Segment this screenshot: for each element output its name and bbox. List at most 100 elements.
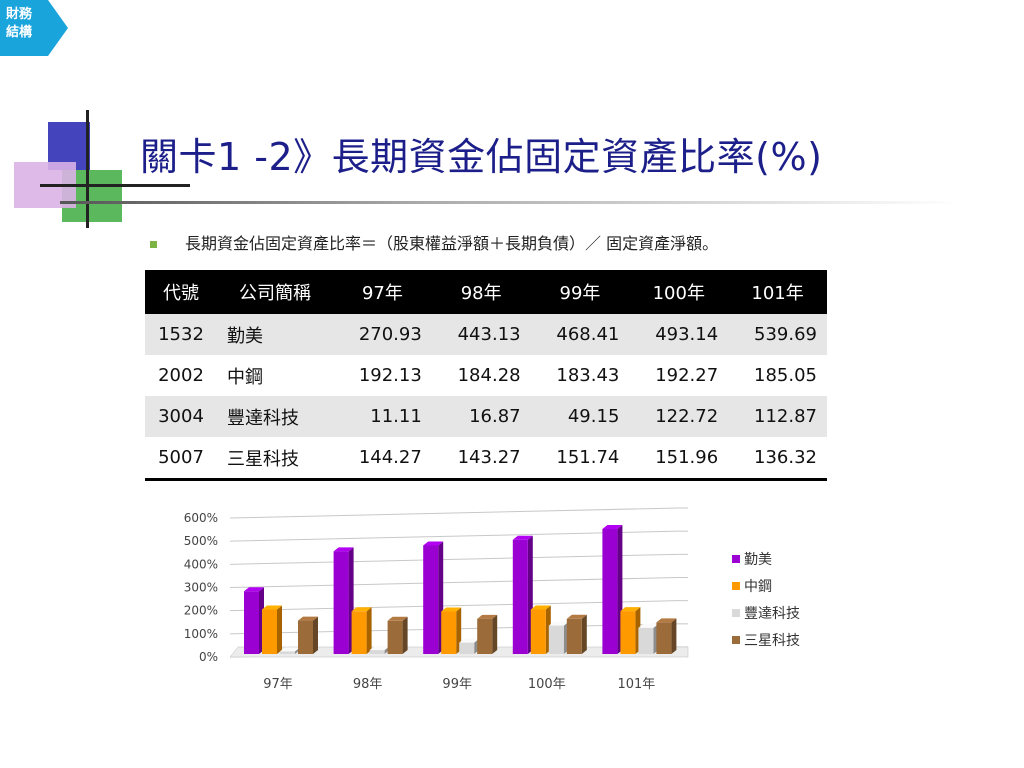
section-tab-line2: 結構 [6, 25, 33, 40]
bar [387, 620, 403, 654]
bar [351, 611, 367, 654]
y-tick-label: 400% [184, 557, 218, 571]
cell-code: 2002 [145, 355, 217, 396]
bar-side [313, 616, 318, 654]
bar [262, 609, 277, 654]
legend-label: 三星科技 [744, 633, 800, 649]
x-tick-label: 100年 [528, 677, 566, 692]
cell-value: 185.05 [728, 355, 827, 396]
x-tick-label: 99年 [442, 677, 472, 692]
bar-chart: 600% 500% 400% 300% 200% 100% 0% 97年 98年 99年 100年 1… [184, 507, 800, 692]
table-row: 5007 三星科技 144.27 143.27 151.74 151.96 13… [145, 437, 827, 480]
y-tick-label: 100% [184, 627, 218, 641]
bar-top [459, 638, 480, 643]
cell-code: 3004 [145, 396, 217, 437]
table-row: 2002 中鋼 192.13 184.28 183.43 192.27 185.… [145, 355, 827, 396]
bar [638, 627, 654, 654]
bar [566, 618, 582, 654]
header-code: 代號 [145, 270, 217, 314]
bar-top [512, 535, 533, 540]
bar [602, 528, 618, 654]
bar [369, 650, 385, 654]
tab-arrow-shape [0, 0, 68, 56]
bar-top [602, 524, 623, 529]
header-101: 101年 [728, 270, 827, 314]
cell-company: 勤美 [217, 314, 333, 355]
cell-value: 144.27 [333, 437, 432, 480]
header-company: 公司簡稱 [217, 270, 333, 314]
legend-swatch [732, 609, 740, 617]
section-tab-label: 財務 結構 [6, 6, 46, 42]
bar-top [351, 607, 372, 612]
bar-top [656, 618, 677, 623]
bar-top [423, 541, 444, 546]
bar-side [671, 618, 677, 654]
cell-value: 443.13 [431, 314, 531, 355]
bar [620, 611, 636, 654]
bar-top [477, 614, 498, 619]
y-tick-label: 600% [184, 511, 218, 525]
cell-value: 112.87 [728, 396, 827, 437]
cell-value: 16.87 [431, 396, 531, 437]
bar [530, 609, 546, 654]
cell-value: 143.27 [431, 437, 531, 480]
cell-code: 1532 [145, 314, 217, 355]
legend-swatch [732, 555, 740, 563]
header-97: 97年 [333, 270, 432, 314]
bar-top [638, 623, 659, 628]
cell-value: 493.14 [629, 314, 729, 355]
bar-top [620, 607, 641, 612]
bar-top [387, 616, 408, 621]
x-tick-label: 98年 [353, 677, 383, 692]
bar-top [244, 587, 264, 592]
bar-top [548, 621, 569, 626]
legend-label: 勤美 [744, 552, 772, 568]
bar-top [369, 646, 390, 651]
header-100: 100年 [629, 270, 729, 314]
legend-swatch [732, 636, 740, 644]
bar-side [492, 614, 498, 654]
bar-top [566, 614, 587, 619]
table-row: 1532 勤美 270.93 443.13 468.41 493.14 539.… [145, 314, 827, 355]
formula-text: 長期資金佔固定資產比率＝（股東權益淨額＋長期負債）／ 固定資產淨額。 [185, 234, 719, 253]
legend-swatch [732, 582, 740, 590]
section-tab[interactable]: 財務 結構 [0, 0, 68, 56]
cell-value: 192.27 [629, 355, 729, 396]
cell-company: 三星科技 [217, 437, 333, 480]
bar-top [530, 605, 551, 610]
gridline-slant [229, 507, 679, 519]
title-decoration [14, 110, 190, 228]
title-underline [60, 201, 960, 204]
bar-top [298, 616, 318, 621]
cell-value: 122.72 [629, 396, 729, 437]
cell-value: 151.96 [629, 437, 729, 480]
cell-value: 136.32 [728, 437, 827, 480]
bar [423, 545, 439, 654]
bar [333, 551, 349, 654]
x-tick-label: 97年 [263, 677, 293, 692]
cell-value: 11.11 [333, 396, 432, 437]
bullet-icon [150, 241, 157, 248]
cell-value: 468.41 [530, 314, 630, 355]
bar [477, 618, 493, 654]
bar-side [277, 605, 282, 654]
bar-side [581, 614, 587, 654]
cell-value: 539.69 [728, 314, 827, 355]
legend-label: 中鋼 [744, 579, 772, 595]
bar [548, 625, 564, 654]
header-99: 99年 [530, 270, 630, 314]
bar [244, 591, 259, 654]
bar-top [441, 607, 462, 612]
bar-top [333, 547, 354, 552]
formula-text-row: 長期資金佔固定資產比率＝（股東權益淨額＋長期負債）／ 固定資產淨額。 [150, 230, 718, 254]
cell-value: 183.43 [530, 355, 630, 396]
bar-side [366, 607, 372, 654]
bar-side [402, 616, 408, 654]
bar [512, 539, 528, 654]
cell-company: 豐達科技 [217, 396, 333, 437]
section-tab-line1: 財務 [6, 7, 33, 22]
cell-code: 5007 [145, 437, 217, 480]
cell-value: 184.28 [431, 355, 531, 396]
table-row: 3004 豐達科技 11.11 16.87 49.15 122.72 112.8… [145, 396, 827, 437]
page-title: 關卡1 -2》長期資金佔固定資產比率(%) [140, 135, 823, 179]
